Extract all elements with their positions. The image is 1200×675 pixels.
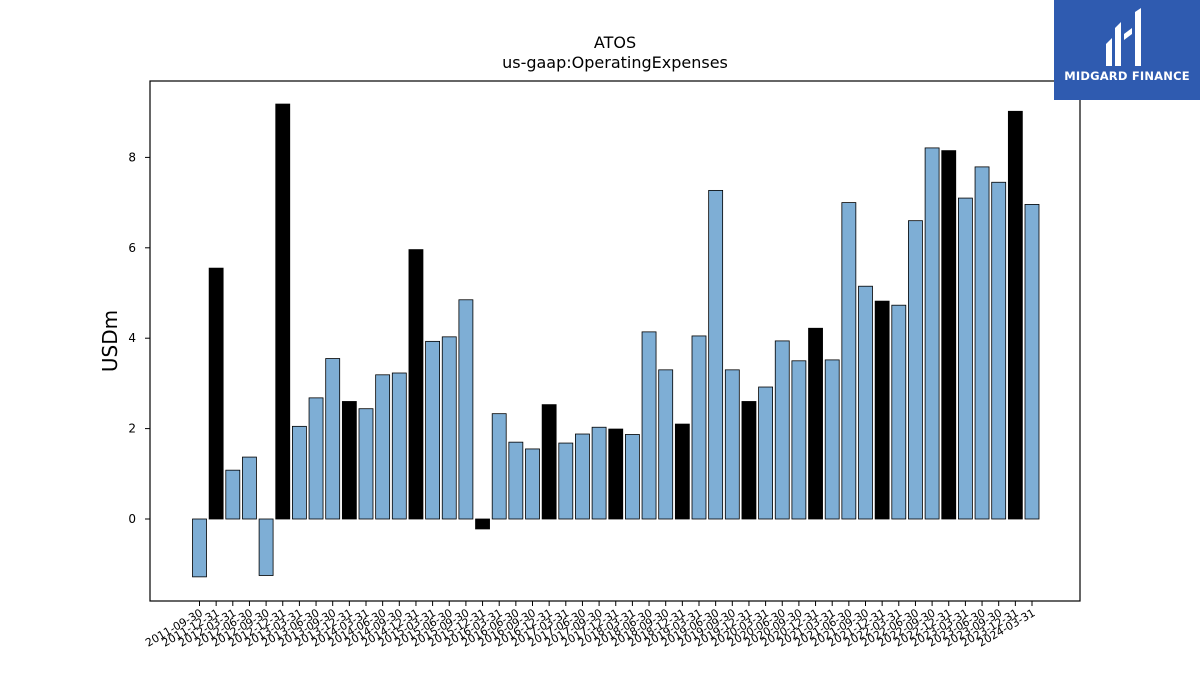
bar bbox=[341, 401, 357, 520]
bar bbox=[275, 103, 291, 520]
bar bbox=[841, 202, 857, 520]
bar bbox=[491, 413, 507, 520]
bar bbox=[575, 433, 590, 520]
bar bbox=[891, 304, 907, 520]
chart-subtitle: us-gaap:OperatingExpenses bbox=[502, 53, 728, 72]
bar bbox=[308, 397, 324, 520]
brand-name: MIDGARD FINANCE bbox=[1064, 69, 1190, 83]
y-tick-label: 8 bbox=[128, 150, 136, 164]
bar bbox=[858, 285, 873, 520]
y-tick-label: 2 bbox=[128, 422, 136, 436]
bar bbox=[958, 197, 973, 520]
bar bbox=[192, 518, 207, 578]
bar bbox=[625, 434, 640, 520]
bar bbox=[425, 340, 441, 520]
bar bbox=[391, 372, 407, 520]
y-axis-label: USDm bbox=[98, 310, 122, 372]
bar bbox=[724, 369, 740, 520]
bar bbox=[908, 220, 923, 520]
bar bbox=[741, 401, 757, 520]
bar bbox=[674, 423, 690, 520]
bar bbox=[1007, 110, 1023, 520]
bar bbox=[608, 428, 624, 520]
bar bbox=[874, 300, 890, 520]
bar bbox=[475, 518, 490, 530]
brand-logo: MIDGARD FINANCE bbox=[1054, 0, 1200, 100]
bar bbox=[774, 340, 790, 520]
bar bbox=[225, 469, 241, 520]
bar bbox=[658, 369, 674, 520]
bar bbox=[808, 327, 823, 520]
bar bbox=[258, 518, 274, 576]
bar bbox=[358, 408, 374, 520]
bar bbox=[641, 331, 657, 520]
bar bbox=[941, 150, 957, 520]
bars-group bbox=[192, 103, 1040, 578]
bar bbox=[541, 404, 557, 520]
y-tick-label: 0 bbox=[128, 512, 136, 526]
bar bbox=[974, 166, 990, 520]
bar bbox=[1024, 204, 1040, 520]
chart-title: ATOS bbox=[594, 33, 636, 52]
bar bbox=[591, 426, 607, 520]
bar bbox=[441, 336, 457, 520]
brand-mark-icon bbox=[1106, 8, 1141, 66]
bar bbox=[924, 147, 940, 520]
bar bbox=[291, 425, 307, 520]
plot-frame bbox=[149, 80, 1081, 602]
y-tick-label: 4 bbox=[128, 331, 136, 345]
bar bbox=[758, 386, 773, 520]
bar bbox=[791, 360, 807, 520]
bar bbox=[824, 359, 840, 520]
bar bbox=[525, 448, 540, 520]
bar bbox=[208, 267, 224, 520]
y-axis-ticks: 0 2 4 6 8 bbox=[128, 150, 150, 526]
bar bbox=[708, 189, 724, 520]
bar bbox=[558, 442, 574, 520]
y-tick-label: 6 bbox=[128, 241, 136, 255]
x-axis-ticks: 2011-09-302011-12-312012-03-312012-06-30… bbox=[143, 601, 1038, 650]
bar bbox=[691, 335, 707, 520]
bar bbox=[408, 249, 424, 520]
bar bbox=[375, 374, 391, 520]
bar bbox=[325, 358, 341, 520]
bar bbox=[242, 456, 257, 520]
bar bbox=[508, 441, 524, 520]
bar bbox=[458, 299, 474, 520]
bar bbox=[991, 181, 1007, 520]
